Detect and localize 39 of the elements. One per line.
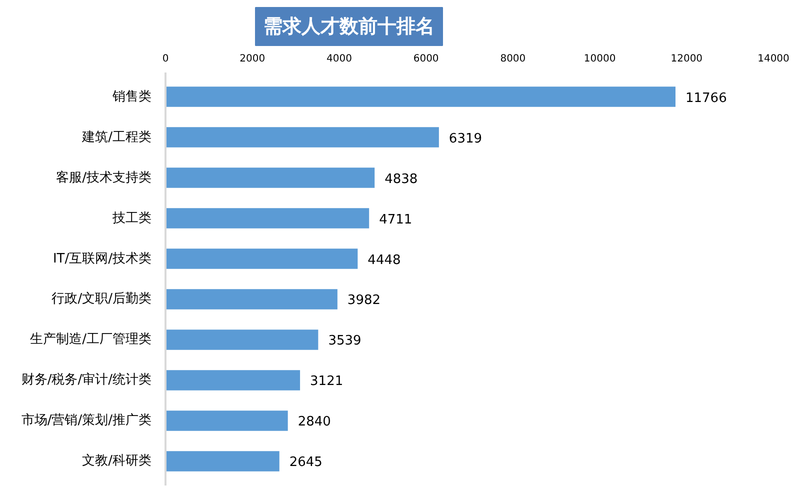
y-tick-label: IT/互联网/技术类: [52, 251, 152, 266]
data-label: 4838: [384, 172, 418, 187]
y-tick-label: 财务/税务/审计/统计类: [21, 372, 152, 388]
data-label: 3539: [328, 334, 362, 349]
data-label: 3121: [310, 374, 344, 390]
bar: [166, 125, 441, 150]
data-label: 3982: [347, 293, 381, 308]
y-tick-label: 建筑/工程类: [81, 130, 152, 145]
data-label: 4711: [379, 212, 412, 228]
bar: [166, 166, 377, 190]
y-tick-label: 技工类: [112, 210, 152, 226]
x-tick-label: 6000: [413, 54, 439, 64]
data-label: 2840: [298, 414, 331, 430]
bar: [166, 408, 290, 433]
x-tick-label: 14000: [758, 54, 790, 64]
bar: [166, 328, 320, 352]
y-tick-label: 文教/科研类: [82, 454, 152, 469]
data-label: 4448: [368, 252, 401, 268]
bar: [166, 368, 302, 392]
x-tick-label: 0: [162, 54, 169, 64]
y-tick-label: 客服/技术支持类: [56, 169, 152, 186]
y-tick-label: 市场/营销/策划/推广类: [21, 413, 152, 428]
bar: [166, 246, 360, 271]
y-tick-label: 销售类: [112, 89, 152, 104]
x-tick-label: 10000: [584, 54, 616, 64]
x-tick-label: 2000: [240, 54, 266, 64]
x-tick-label: 8000: [500, 54, 526, 64]
bar: [166, 206, 372, 230]
bar: [166, 449, 282, 474]
x-tick-label: 12000: [670, 54, 703, 64]
y-tick-label: 生产制造/工厂管理类: [30, 332, 152, 348]
bar: [166, 287, 340, 312]
data-label: 2645: [289, 455, 322, 470]
chart-title: 需求人才数前十排名: [264, 16, 434, 38]
data-label: 11766: [685, 90, 727, 106]
y-tick-label: 行政/文职/后勤类: [52, 292, 152, 307]
bar: [166, 84, 678, 109]
x-tick-label: 4000: [326, 54, 352, 64]
data-label: 6319: [448, 131, 482, 146]
